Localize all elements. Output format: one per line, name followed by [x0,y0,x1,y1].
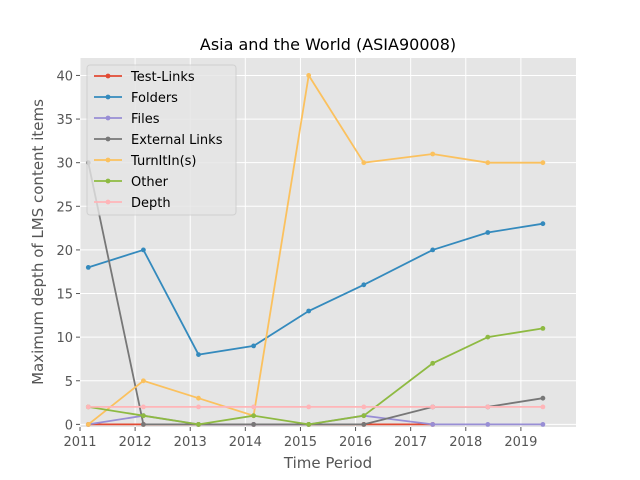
data-point [306,422,312,427]
legend: Test-Links Folders Files External Links Turn… [86,64,237,216]
data-point [306,73,312,78]
data-point [251,343,256,349]
data-point [540,221,546,227]
legend-label: External Links [131,133,223,148]
legend-marker [105,136,111,142]
x-tick-label: 2012 [119,435,152,450]
data-point [485,404,491,410]
legend-label: Depth [131,196,171,211]
legend-item: External Links [94,133,223,148]
data-point [430,247,436,253]
legend-label: Files [131,112,160,127]
data-point [485,334,491,340]
y-axis-label: Maximum depth of LMS content items [29,99,47,385]
legend-marker [105,178,111,184]
legend-item: Depth [94,196,171,211]
x-tick-label: 2014 [229,435,262,450]
legend-box [86,64,237,216]
legend-item: Files [94,112,160,127]
legend-marker [105,199,111,205]
data-point [141,413,146,419]
data-point [361,282,367,288]
x-tick-label: 2019 [504,435,537,450]
data-point [540,422,546,427]
data-point [361,422,367,427]
y-tick-label: 0 [65,418,73,433]
legend-item: Other [94,175,169,190]
data-point [85,422,91,427]
data-point [306,404,312,410]
x-tick-label: 2015 [284,435,317,450]
data-point [430,360,436,366]
legend-item: Test-Links [94,70,195,85]
x-axis-label: Time Period [283,454,372,472]
data-point [306,308,312,314]
legend-marker [105,115,111,121]
series-folders [85,221,546,357]
data-point [485,422,491,427]
data-point [141,404,146,410]
legend-label: Other [131,175,169,190]
data-point [361,404,367,410]
chart-title: Asia and the World (ASIA90008) [200,35,456,54]
legend-marker [105,157,111,163]
data-point [430,151,436,157]
legend-marker [105,94,111,100]
axis-ticks: 0 5 10 15 20 25 30 35 40 2011 2012 2013 2014 2015 2016… [56,69,537,450]
data-point [540,404,546,410]
series-lines [85,72,546,427]
legend-item: Folders [94,91,178,106]
data-point [540,395,546,401]
data-point [485,230,491,235]
data-point [251,422,256,427]
legend-label: TurnItIn(s) [130,154,196,169]
data-point [361,160,367,166]
data-point [85,404,91,410]
data-point [485,160,491,166]
x-tick-label: 2017 [394,435,427,450]
y-tick-label: 15 [56,288,73,303]
data-point [251,404,256,410]
data-point [196,404,201,410]
y-tick-label: 35 [56,113,73,128]
data-point [141,422,146,427]
y-tick-label: 25 [56,200,73,215]
y-tick-label: 30 [56,157,73,172]
legend-marker [105,73,111,79]
data-point [196,422,201,427]
data-point [141,247,146,253]
y-tick-label: 10 [56,331,73,346]
data-point [430,404,436,410]
series-other [85,326,546,427]
x-tick-label: 2013 [174,435,207,450]
data-point [251,413,256,419]
series-depth [85,404,546,410]
data-point [540,160,546,166]
legend-label: Folders [131,91,178,106]
data-point [540,326,546,331]
legend-label: Test-Links [130,70,195,85]
x-tick-label: 2011 [63,435,96,450]
y-tick-label: 40 [56,69,73,84]
y-tick-label: 20 [56,244,73,259]
data-point [85,265,91,270]
y-tick-label: 5 [65,375,73,390]
data-point [196,395,201,401]
series-turnitin-s- [85,72,546,427]
data-point [361,413,367,419]
data-point [430,422,436,427]
legend-item: TurnItIn(s) [94,154,196,169]
x-tick-label: 2018 [449,435,482,450]
data-point [141,378,146,384]
data-point [196,352,201,357]
x-tick-label: 2016 [339,435,372,450]
